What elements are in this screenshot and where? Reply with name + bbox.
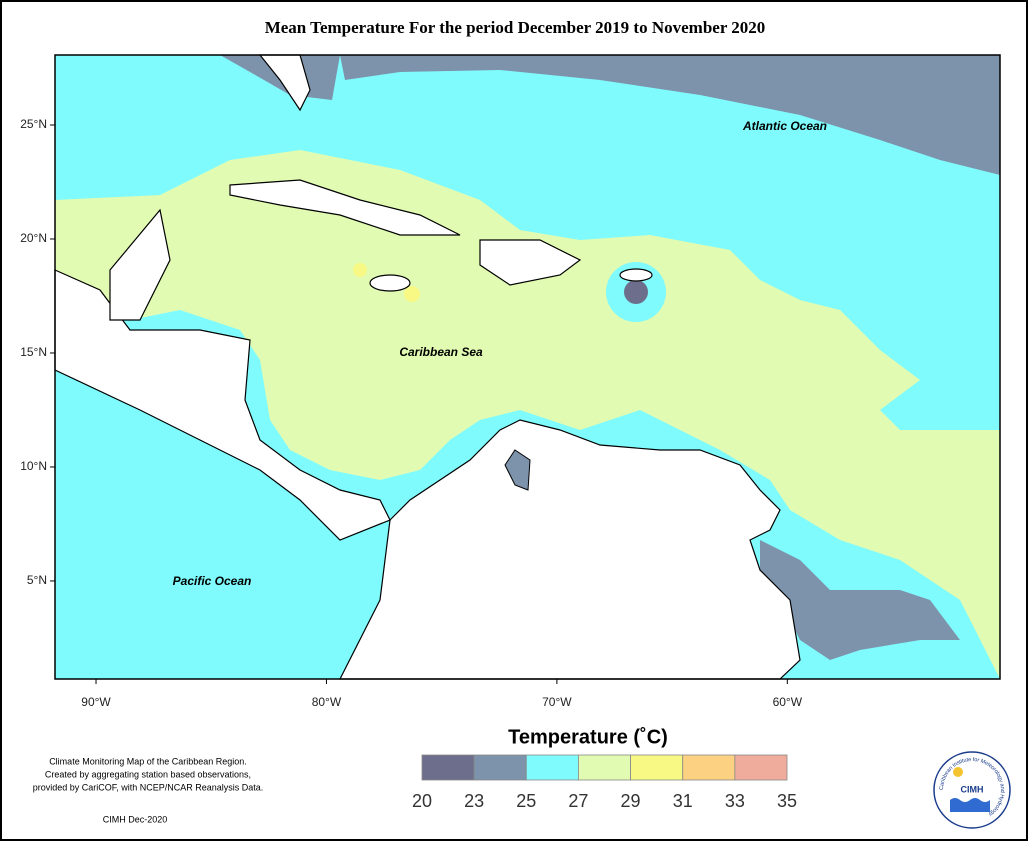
legend-tick-label: 27 bbox=[568, 791, 588, 811]
x-tick-label: 70°W bbox=[542, 695, 572, 709]
jamaica bbox=[369, 274, 411, 292]
map-body: Atlantic Ocean Caribbean Sea Pacific Oce… bbox=[54, 54, 1001, 680]
cuba bbox=[229, 179, 461, 236]
hot-spot bbox=[353, 263, 367, 277]
legend-swatch bbox=[578, 754, 631, 781]
legend-tick-label: 29 bbox=[621, 791, 641, 811]
notes: Climate Monitoring Map of the Caribbean … bbox=[33, 756, 264, 824]
legend-swatch bbox=[630, 754, 684, 781]
ocean-label: Atlantic Ocean bbox=[742, 119, 827, 133]
note: provided by CariCOF, with NCEP/NCAR Rean… bbox=[33, 782, 264, 792]
x-tick-label: 80°W bbox=[312, 695, 342, 709]
warm-zone bbox=[55, 150, 1000, 679]
y-tick-label: 10°N bbox=[20, 459, 47, 473]
legend-tick-label: 25 bbox=[516, 791, 536, 811]
logo-sun bbox=[953, 767, 963, 777]
cool-zone bbox=[760, 540, 960, 660]
puerto-rico bbox=[619, 268, 653, 282]
south-america bbox=[339, 419, 801, 680]
legend-tick-label: 20 bbox=[412, 791, 432, 811]
map-frame bbox=[54, 54, 1001, 680]
y-tick-label: 25°N bbox=[20, 117, 47, 131]
legend-tick-label: 35 bbox=[777, 791, 797, 811]
lake bbox=[504, 449, 531, 491]
logo-waves bbox=[950, 798, 990, 812]
cool-zone bbox=[340, 55, 1000, 175]
legend-tick-label: 23 bbox=[464, 791, 484, 811]
legend-tick-label: 31 bbox=[673, 791, 693, 811]
logo-name: CIMH bbox=[961, 784, 984, 794]
hot-spot bbox=[404, 286, 420, 302]
sea-label: Caribbean Sea bbox=[399, 345, 483, 359]
logo: Caribbean Institute for Meteorology and … bbox=[933, 751, 1011, 829]
x-tick-label: 60°W bbox=[773, 695, 803, 709]
y-tick-label: 15°N bbox=[20, 345, 47, 359]
cold-spot bbox=[624, 280, 648, 304]
yucatan bbox=[109, 208, 171, 321]
legend-swatch bbox=[421, 754, 475, 781]
central-america bbox=[54, 269, 391, 541]
x-tick-label: 90°W bbox=[81, 695, 111, 709]
note: Climate Monitoring Map of the Caribbean … bbox=[49, 756, 247, 766]
legend-swatch bbox=[473, 754, 527, 781]
note: Created by aggregating station based obs… bbox=[45, 769, 251, 779]
y-tick-label: 5°N bbox=[27, 573, 47, 587]
credit: CIMH Dec-2020 bbox=[103, 814, 168, 824]
ocean-label: Pacific Ocean bbox=[173, 574, 252, 588]
legend-tick-label: 33 bbox=[725, 791, 745, 811]
legend-swatch bbox=[734, 754, 788, 781]
legend-swatch bbox=[525, 754, 579, 781]
map-title: Mean Temperature For the period December… bbox=[265, 18, 766, 37]
hispaniola bbox=[479, 239, 582, 286]
y-tick-label: 20°N bbox=[20, 231, 47, 245]
legend-swatch bbox=[682, 754, 736, 781]
legend-title: Temperature (˚C) bbox=[508, 725, 668, 748]
